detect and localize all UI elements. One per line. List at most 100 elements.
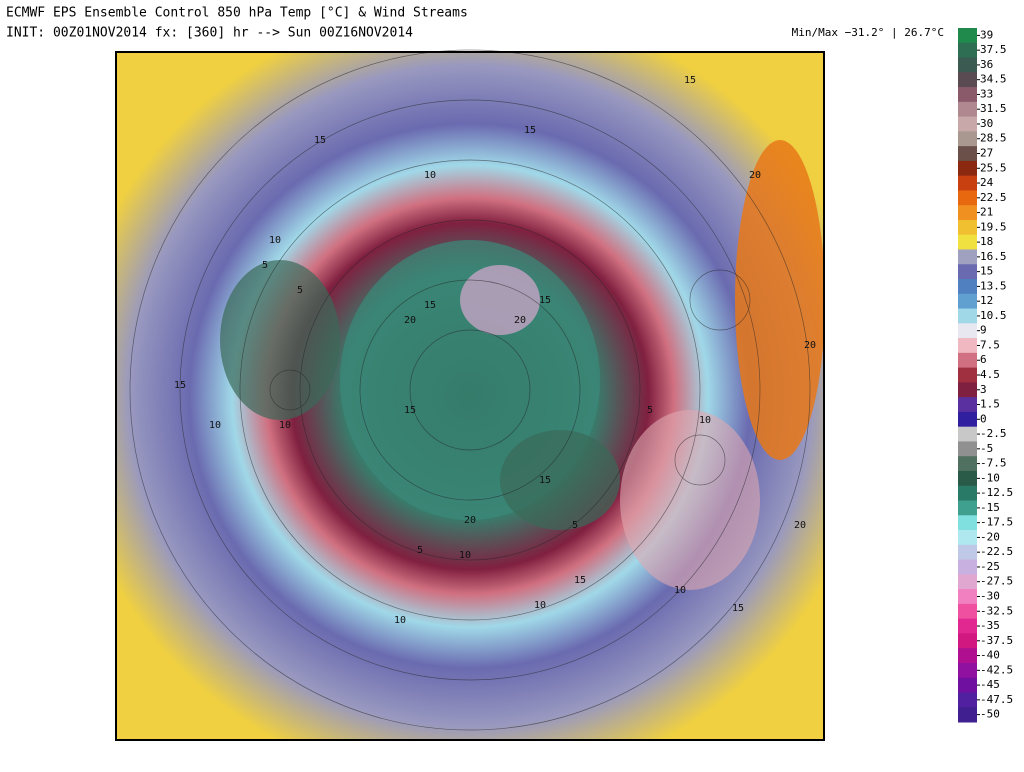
colorbar-segment [958,367,977,383]
colorbar-segment [958,382,977,398]
colorbar-label: 3 [980,383,987,396]
colorbar-label: -40 [980,649,1000,662]
colorbar-segment [958,175,977,191]
colorbar-segment [958,500,977,516]
min-max: Min/Max −31.2° | 26.7°C [792,26,944,39]
colorbar-label: -17.5 [980,516,1013,529]
colorbar-segment [958,338,977,354]
colorbar-segment [958,28,977,44]
colorbar-label: -42.5 [980,663,1013,676]
colorbar-label: 34.5 [980,73,1007,86]
warm-lobe [620,410,760,590]
colorbar-label: -15 [980,501,1000,514]
colorbar-segment [958,441,977,457]
colorbar-segment [958,633,977,649]
cold-lobe [220,260,340,420]
contour-label: 15 [684,75,696,86]
contour-label: 15 [539,295,551,306]
contour-label: 20 [404,315,416,326]
title: ECMWF EPS Ensemble Control 850 hPa Temp … [6,6,468,21]
contour-label: 5 [647,405,653,416]
contour-label: 5 [297,285,303,296]
init-line: INIT: 00Z01NOV2014 fx: [360] hr --> Sun … [6,26,413,41]
colorbar-segment [958,559,977,575]
colorbar-label: 4.5 [980,368,1000,381]
colorbar-segment [958,116,977,132]
contour-label: 20 [749,170,761,181]
contour-label: 10 [699,415,711,426]
colorbar-segment [958,190,977,206]
colorbar-segment [958,544,977,561]
colorbar-label: -37.5 [980,634,1013,647]
warm-region [735,140,825,460]
colorbar-segment [958,219,977,236]
colorbar-segment [958,515,977,531]
colorbar-segment [958,589,977,605]
contour-label: 15 [574,575,586,586]
colorbar-segment [958,72,977,88]
colorbar-label: -20 [980,530,1000,543]
colorbar-label: 31.5 [980,102,1007,115]
contour-label: 10 [424,170,436,181]
colorbar-label: 37.5 [980,43,1007,56]
colorbar-label: 12 [980,294,993,307]
colorbar-label: 7.5 [980,338,1000,351]
contour-label: 15 [314,135,326,146]
colorbar-label: 33 [980,87,993,100]
colorbar-label: -25 [980,560,1000,573]
colorbar-segment [958,470,977,487]
colorbar-label: 13.5 [980,279,1007,292]
colorbar-label: -10 [980,471,1000,484]
map [115,49,825,741]
colorbar-segment [958,648,977,664]
colorbar-label: 19.5 [980,220,1007,233]
colorbar-segment [958,308,977,324]
colorbar-segment [958,131,977,147]
colorbar-label: 30 [980,117,993,130]
colorbar-label: 36 [980,58,993,71]
colorbar-segment [958,42,977,59]
colorbar-segment [958,426,977,442]
colorbar-segment [958,323,977,339]
colorbar-label: -7.5 [980,457,1007,470]
colorbar-label: -27.5 [980,575,1013,588]
contour-label: 15 [732,603,744,614]
contour-label: 15 [174,380,186,391]
colorbar-segment [958,677,977,693]
colorbar-segment [958,397,977,413]
colorbar-label: -12.5 [980,486,1013,499]
contour-label: 10 [534,600,546,611]
map-frame [115,51,825,741]
colorbar-segment [958,279,977,295]
colorbar-segment [958,264,977,280]
colorbar-segment [958,352,977,369]
colorbar-segment [958,234,977,250]
contour-label: 5 [417,545,423,556]
colorbar-segment [958,101,977,118]
colorbar-segment [958,146,977,162]
colorbar-label: 39 [980,28,993,41]
contour-label: 10 [394,615,406,626]
contour-label: 10 [209,420,221,431]
contour-label: 20 [794,520,806,531]
colorbar-segment [958,603,977,620]
colorbar-label: -30 [980,589,1000,602]
colorbar-segment [958,662,977,679]
colorbar-segment [958,205,977,221]
contour-label: 15 [524,125,536,136]
colorbar-label: 18 [980,235,993,248]
colorbar-label: -50 [980,708,1000,721]
contour-label: 20 [464,515,476,526]
colorbar-segment [958,707,977,723]
colorbar-segment [958,57,977,73]
colorbar-label: 22.5 [980,191,1007,204]
colorbar-label: -45 [980,678,1000,691]
colorbar-label: -22.5 [980,545,1013,558]
colorbar-label: 27 [980,147,993,160]
colorbar-segment [958,411,977,428]
colorbar-label: -5 [980,442,993,455]
colorbar-label: 15 [980,265,993,278]
colorbar-segment [958,249,977,265]
